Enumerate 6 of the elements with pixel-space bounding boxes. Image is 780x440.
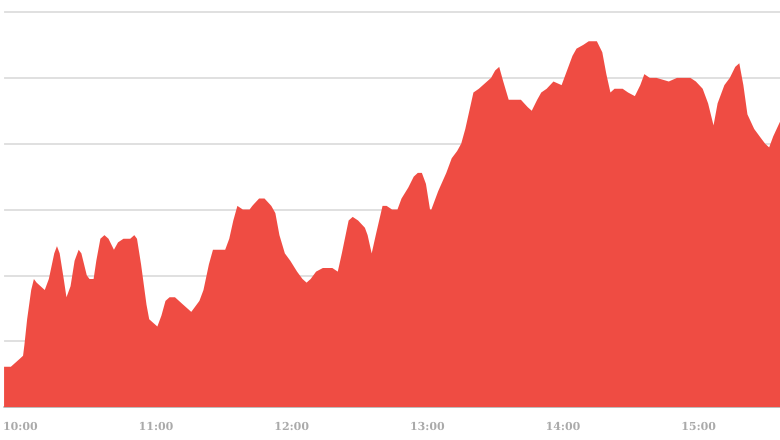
x-tick-label: 12:00 <box>274 420 310 433</box>
x-tick-label: 10:00 <box>2 420 38 433</box>
x-tick-label: 14:00 <box>546 420 581 433</box>
x-tick-label: 15:00 <box>681 420 716 433</box>
x-tick-label: 11:00 <box>138 420 174 433</box>
x-tick-label: 13:00 <box>410 420 445 433</box>
